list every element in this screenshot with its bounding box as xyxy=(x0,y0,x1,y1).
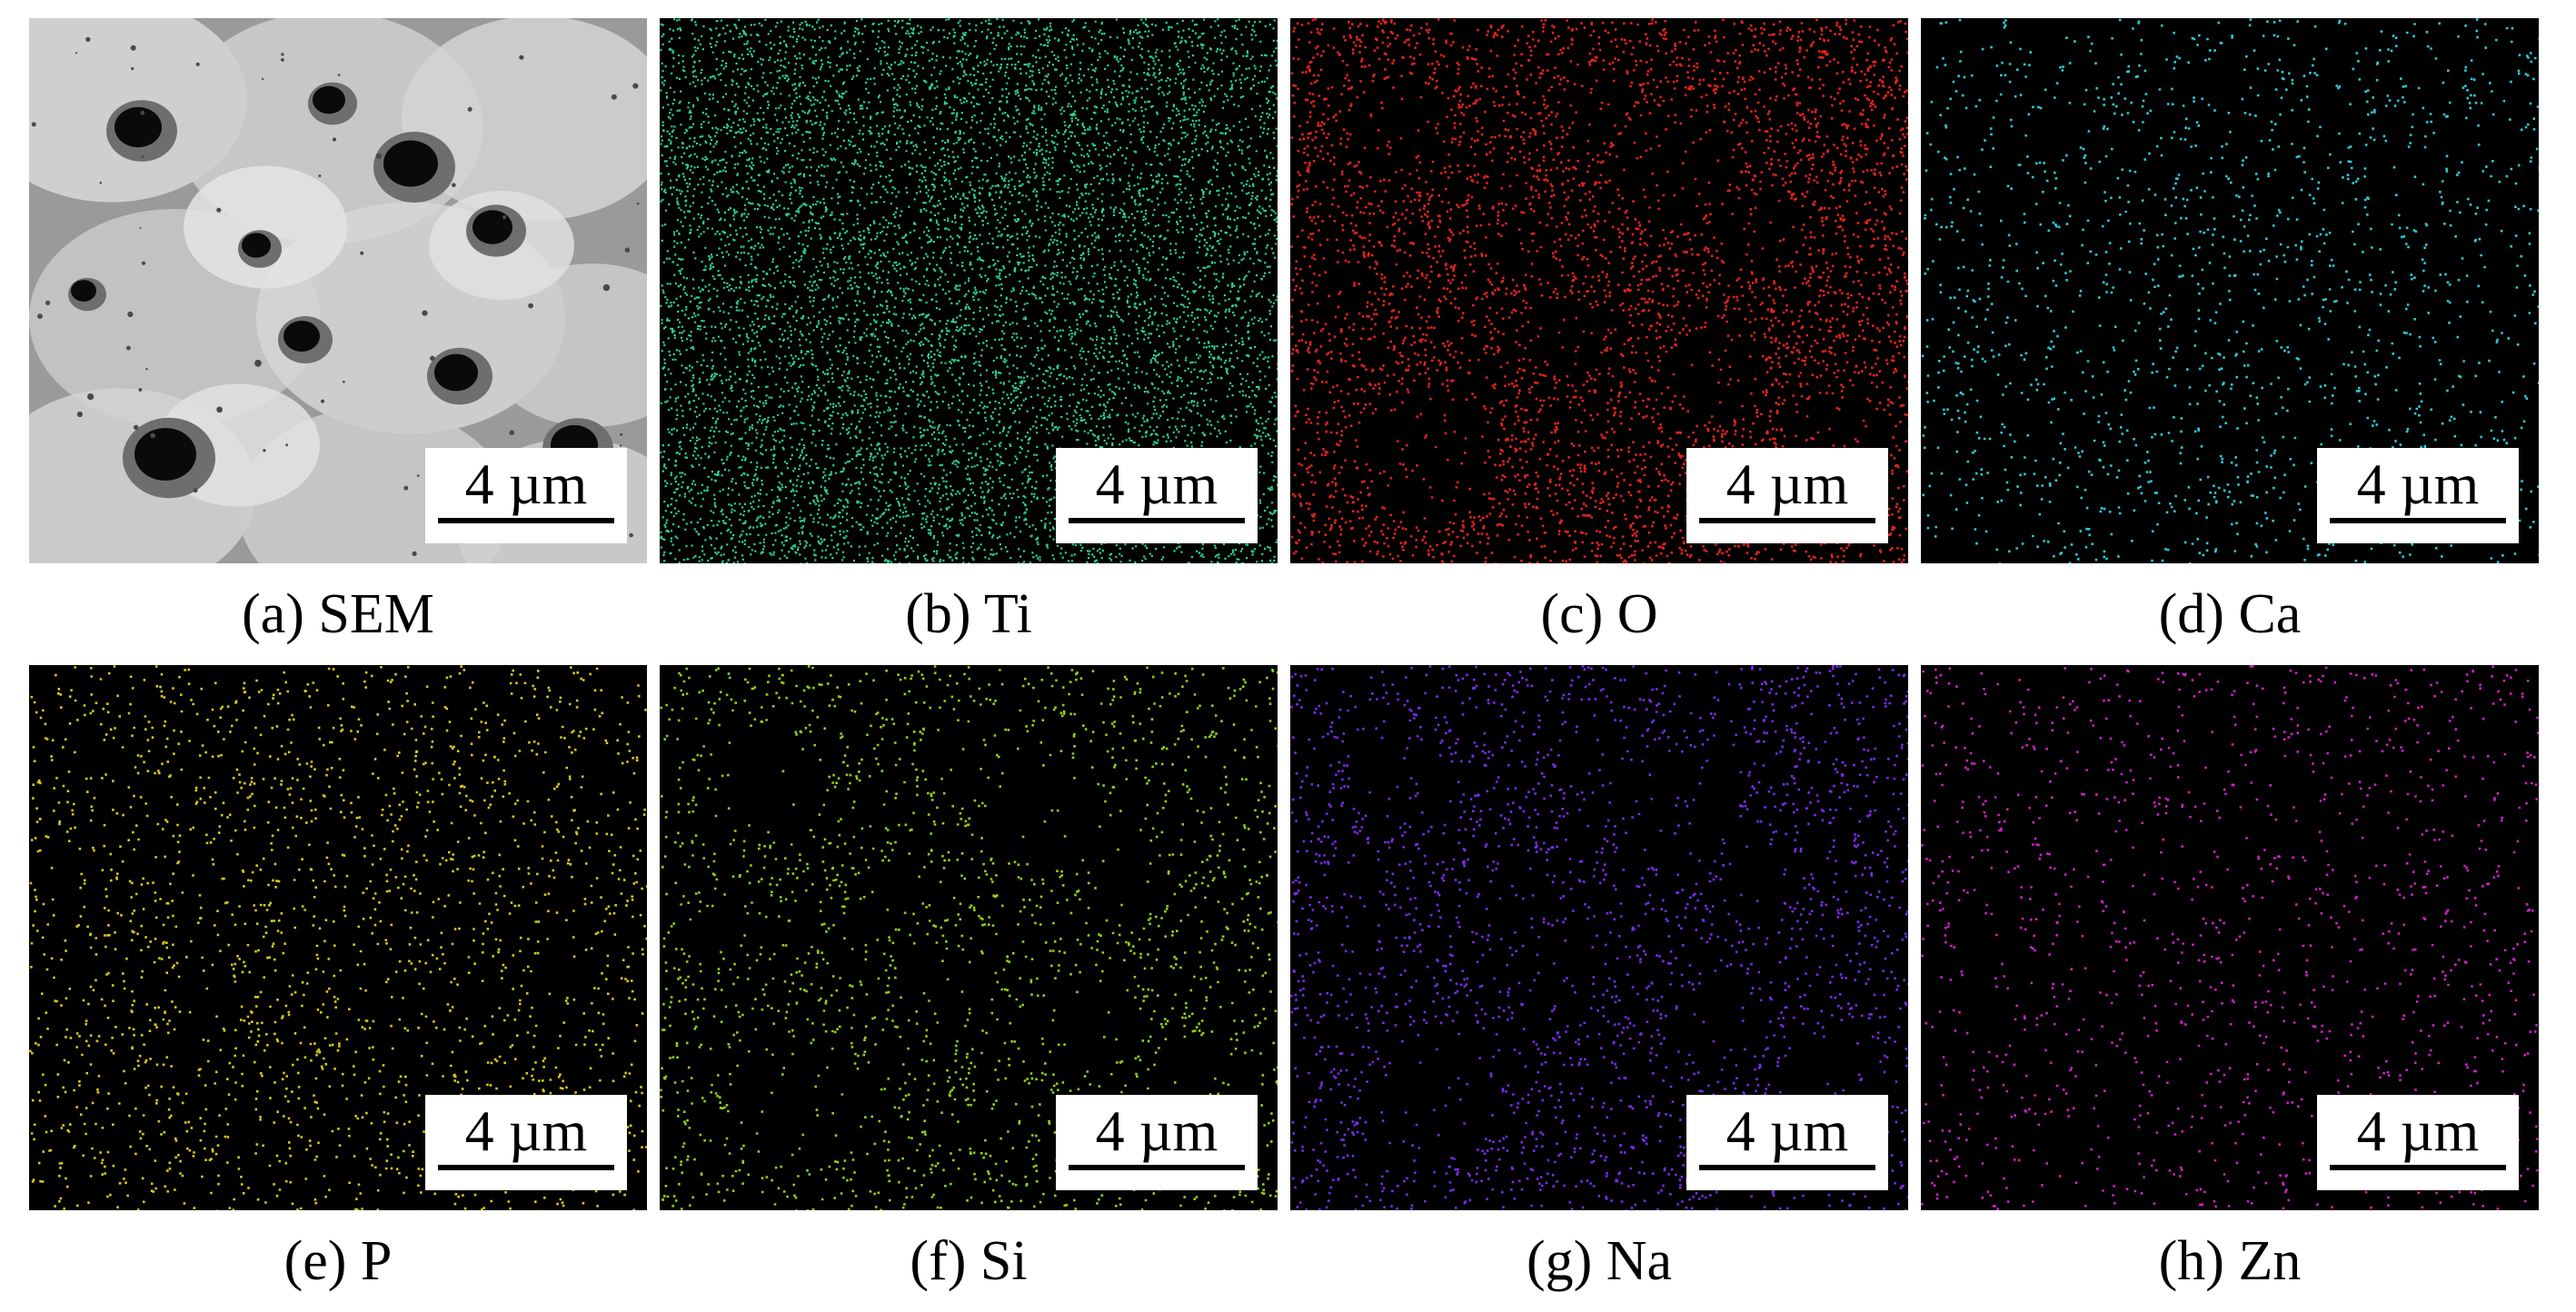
scale-bar-label: 4 µm xyxy=(464,1098,588,1163)
panel-e-p-map: 4 µm xyxy=(29,665,647,1210)
o-element-map xyxy=(1290,18,1908,563)
scale-bar-line xyxy=(438,1165,614,1170)
scale-bar-a: 4 µm xyxy=(425,448,627,543)
scale-bar-e: 4 µm xyxy=(425,1095,627,1190)
caption-h: (h) Zn xyxy=(2158,1230,2302,1292)
scale-bar-g: 4 µm xyxy=(1686,1095,1888,1190)
panel-c-o-map: 4 µm xyxy=(1290,18,1908,563)
scale-bar-line xyxy=(1699,518,1875,523)
ca-element-map xyxy=(1921,18,2539,563)
panel-b-ti-map: 4 µm xyxy=(660,18,1278,563)
panel-f-si-map: 4 µm xyxy=(660,665,1278,1210)
caption-g: (g) Na xyxy=(1526,1230,1673,1292)
caption-b: (b) Ti xyxy=(905,583,1032,645)
panel-a-sem-image: 4 µm xyxy=(29,18,647,563)
scale-bar-line xyxy=(438,518,614,523)
panel-g-na-map: 4 µm xyxy=(1290,665,1908,1210)
scale-bar-label: 4 µm xyxy=(464,452,588,516)
panel-d-ca-map: 4 µm xyxy=(1921,18,2539,563)
ti-element-map xyxy=(660,18,1278,563)
scale-bar-f: 4 µm xyxy=(1056,1095,1258,1190)
scale-bar-h: 4 µm xyxy=(2317,1095,2519,1190)
scale-bar-line xyxy=(2330,1165,2506,1170)
scale-bar-label: 4 µm xyxy=(2356,1098,2480,1163)
scale-bar-label: 4 µm xyxy=(1726,1098,1849,1163)
scale-bar-label: 4 µm xyxy=(1726,452,1849,516)
scale-bar-label: 4 µm xyxy=(1095,1098,1218,1163)
scale-bar-label: 4 µm xyxy=(2356,452,2480,516)
caption-d: (d) Ca xyxy=(2158,583,2302,645)
na-element-map xyxy=(1290,665,1908,1210)
caption-f: (f) Si xyxy=(910,1230,1028,1292)
caption-e: (e) P xyxy=(283,1230,393,1292)
panel-h-zn-map: 4 µm xyxy=(1921,665,2539,1210)
scale-bar-c: 4 µm xyxy=(1686,448,1888,543)
caption-c: (c) O xyxy=(1540,583,1658,645)
caption-a: (a) SEM xyxy=(242,583,434,645)
scale-bar-b: 4 µm xyxy=(1056,448,1258,543)
scale-bar-d: 4 µm xyxy=(2317,448,2519,543)
sem-micrograph xyxy=(29,18,647,563)
zn-element-map xyxy=(1921,665,2539,1210)
scale-bar-line xyxy=(1069,1165,1245,1170)
scale-bar-line xyxy=(1069,518,1245,523)
scale-bar-line xyxy=(1699,1165,1875,1170)
figure-grid: 4 µm 4 µm 4 µm 4 µm (a) SEM (b) Ti (c) O… xyxy=(29,18,2539,1312)
scale-bar-label: 4 µm xyxy=(1095,452,1218,516)
scale-bar-line xyxy=(2330,518,2506,523)
